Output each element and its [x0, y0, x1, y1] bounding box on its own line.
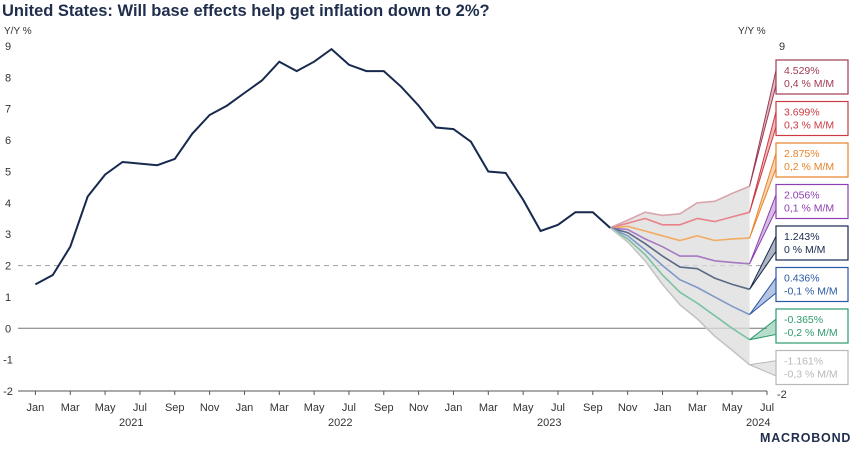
y-tick-label: 8	[5, 72, 11, 84]
x-tick-label: Nov	[618, 402, 638, 414]
callout-mom: 0,1 % M/M	[784, 203, 834, 215]
callout-box	[775, 225, 849, 261]
x-tick-label: Mar	[479, 402, 498, 414]
right-axis-tick-label: -2	[777, 389, 787, 401]
y-tick-label: 7	[5, 104, 11, 116]
x-tick-label: Sep	[583, 402, 603, 414]
callout-box	[775, 183, 849, 220]
callout-mom: -0,1 % M/M	[784, 286, 838, 298]
callout-value: -0.365%	[784, 314, 823, 326]
x-tick-label: Nov	[409, 402, 429, 414]
callout-box	[775, 266, 849, 303]
y-tick-label: 2	[5, 261, 11, 273]
x-tick-label: May	[304, 402, 325, 414]
macrobond-logo: MACROBOND	[760, 431, 850, 445]
y-tick-label: 5	[5, 166, 11, 178]
y-tick-label: -2	[3, 386, 13, 398]
scenario-line	[609, 227, 750, 291]
scenario-line	[609, 185, 750, 229]
callout-box	[775, 349, 849, 386]
callout-value: 3.699%	[784, 107, 820, 119]
callout-value: 2.056%	[784, 190, 820, 202]
callout-pointer	[747, 360, 777, 377]
x-tick-label: Mar	[688, 402, 707, 414]
callout-mom: 0,4 % M/M	[784, 78, 834, 90]
x-tick-label: Mar	[270, 402, 289, 414]
scenario-line	[609, 227, 751, 341]
callout-mom: 0 % M/M	[784, 244, 825, 256]
x-tick-label: Jan	[236, 402, 254, 414]
x-tick-label: Jan	[654, 402, 672, 414]
x-tick-label: May	[95, 402, 116, 414]
x-tick-label: May	[513, 402, 534, 414]
x-tick-label: Jul	[760, 402, 774, 414]
scenario-line	[609, 211, 750, 229]
x-tick-label: Nov	[200, 402, 220, 414]
scenario-line	[609, 227, 751, 366]
y-tick-label: 3	[5, 229, 11, 241]
callout-pointer	[749, 318, 777, 341]
callout-mom: 0,2 % M/M	[784, 161, 834, 173]
x-tick-label: Sep	[374, 402, 394, 414]
x-tick-label: Jan	[445, 402, 463, 414]
callout-pointer	[749, 235, 777, 290]
callout-mom: -0,2 % M/M	[784, 327, 838, 339]
callout-value: 4.529%	[784, 65, 820, 77]
y-tick-label: 0	[5, 323, 11, 335]
scenario-line	[610, 225, 750, 242]
x-tick-label: Jul	[342, 402, 356, 414]
callout-box	[775, 142, 849, 178]
x-tick-label: May	[722, 402, 743, 414]
y-tick-label: -1	[3, 355, 13, 367]
scenario-line	[609, 227, 750, 316]
callout-value: 1.243%	[784, 231, 820, 243]
callout-mom: 0,3 % M/M	[784, 120, 834, 132]
callout-value: -1.161%	[784, 356, 823, 368]
x-tick-label: Jul	[551, 402, 565, 414]
x-tick-label: Jul	[133, 402, 147, 414]
scenario-line	[610, 227, 750, 265]
callout-value: 0.436%	[784, 273, 820, 285]
right-axis-tick-label: 9	[779, 41, 785, 53]
x-tick-label: Jan	[27, 402, 45, 414]
y-tick-label: 6	[5, 135, 11, 147]
x-year-label: 2022	[328, 417, 352, 429]
x-tick-label: Sep	[165, 402, 185, 414]
x-year-label: 2021	[119, 417, 143, 429]
x-tick-label: Mar	[61, 402, 80, 414]
callout-mom: -0,3 % M/M	[784, 369, 838, 381]
x-year-label: 2023	[537, 417, 561, 429]
callout-box	[775, 100, 849, 137]
callout-box	[775, 59, 849, 95]
cpi-history-line	[34, 47, 611, 286]
y-tick-label: 4	[5, 198, 11, 210]
y-tick-label: 1	[5, 292, 11, 304]
callout-value: 2.875%	[784, 148, 820, 160]
y-axis-unit-right: Y/Y %	[738, 26, 766, 37]
chart-title: United States: Will base effects help ge…	[2, 2, 490, 20]
y-tick-label: 9	[5, 41, 11, 53]
y-axis-unit-left: Y/Y %	[4, 26, 32, 37]
x-year-label: 2024	[746, 417, 770, 429]
callout-box	[775, 308, 849, 344]
